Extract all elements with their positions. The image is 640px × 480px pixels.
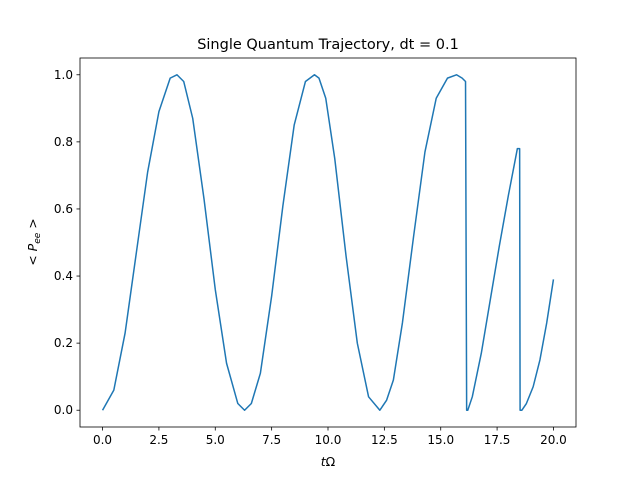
x-tick-label: 0.0 — [93, 433, 112, 447]
x-tick-label: 7.5 — [262, 433, 281, 447]
chart-title: Single Quantum Trajectory, dt = 0.1 — [197, 37, 459, 53]
y-tick-label: 0.2 — [54, 336, 73, 350]
x-tick-label: 17.5 — [484, 433, 511, 447]
y-tick-label: 0.6 — [54, 202, 73, 216]
x-tick-label: 20.0 — [540, 433, 567, 447]
x-tick-label: 12.5 — [371, 433, 398, 447]
y-tick-label: 0.8 — [54, 135, 73, 149]
series-line-0 — [101, 74, 555, 411]
x-axis: 0.0 2.5 5.0 7.5 10.0 12.5 15.0 17.5 20.0 — [93, 427, 567, 447]
x-tick-label: 2.5 — [149, 433, 168, 447]
y-axis-label: < Pee > — [25, 218, 43, 266]
y-axis: 0.0 0.2 0.4 0.6 0.8 1.0 — [54, 68, 80, 417]
y-tick-label: 1.0 — [54, 68, 73, 82]
x-axis-label: tΩ — [321, 454, 336, 469]
y-tick-label: 0.0 — [54, 403, 73, 417]
x-tick-label: 10.0 — [315, 433, 342, 447]
y-tick-label: 0.4 — [54, 269, 73, 283]
x-tick-label: 5.0 — [206, 433, 225, 447]
plot-area — [79, 57, 577, 428]
x-tick-label: 15.0 — [427, 433, 454, 447]
